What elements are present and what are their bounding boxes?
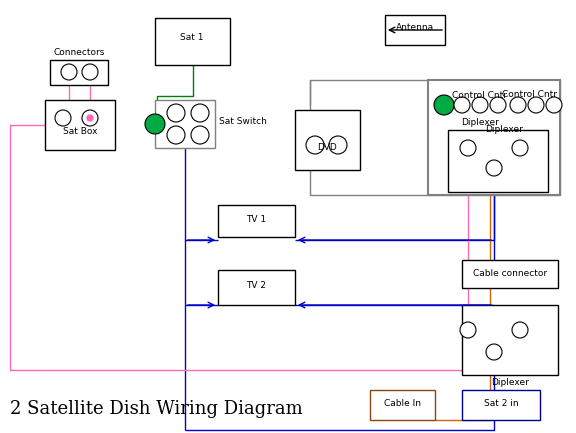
Bar [155, 100, 215, 148]
Bar [385, 15, 445, 45]
Text: Cable connector: Cable connector [473, 268, 547, 278]
Circle shape [510, 97, 526, 113]
Circle shape [460, 322, 476, 338]
Circle shape [528, 97, 544, 113]
Bar [462, 260, 558, 288]
Circle shape [82, 110, 98, 126]
Bar [50, 60, 108, 85]
Circle shape [167, 126, 185, 144]
Text: Connectors: Connectors [54, 48, 105, 57]
Text: Diplexer: Diplexer [485, 125, 523, 134]
Circle shape [55, 110, 71, 126]
Text: TV 1: TV 1 [246, 216, 266, 224]
Circle shape [145, 114, 165, 134]
Circle shape [512, 322, 528, 338]
Circle shape [61, 64, 77, 80]
Circle shape [454, 97, 470, 113]
Circle shape [486, 344, 502, 360]
Bar [218, 270, 295, 305]
Text: Sat 1: Sat 1 [180, 33, 204, 42]
Text: Diplexer: Diplexer [461, 118, 499, 127]
Text: Antenna: Antenna [396, 23, 434, 32]
Text: Cable In: Cable In [384, 400, 420, 408]
Circle shape [490, 97, 506, 113]
Circle shape [82, 64, 98, 80]
Text: Control Cntr: Control Cntr [453, 90, 507, 100]
Bar [295, 110, 360, 170]
Circle shape [306, 136, 324, 154]
Circle shape [546, 97, 562, 113]
Bar [462, 305, 558, 375]
Circle shape [87, 115, 93, 121]
Circle shape [191, 104, 209, 122]
Bar [370, 390, 435, 420]
Bar [155, 18, 230, 65]
Circle shape [486, 160, 502, 176]
Circle shape [512, 140, 528, 156]
Circle shape [191, 126, 209, 144]
Text: Diplexer: Diplexer [491, 378, 529, 387]
Text: Control Cntr: Control Cntr [502, 90, 557, 99]
Text: Sat Switch: Sat Switch [219, 117, 267, 126]
Text: Sat Box: Sat Box [63, 127, 97, 136]
Circle shape [472, 97, 488, 113]
Circle shape [167, 104, 185, 122]
Text: TV 2: TV 2 [246, 281, 266, 291]
Text: Sat 2 in: Sat 2 in [484, 400, 518, 408]
Bar [462, 390, 540, 420]
Bar [45, 100, 115, 150]
Bar [428, 80, 560, 195]
Circle shape [329, 136, 347, 154]
Circle shape [434, 95, 454, 115]
Bar [448, 130, 548, 192]
Text: 2 Satellite Dish Wiring Diagram: 2 Satellite Dish Wiring Diagram [10, 400, 303, 418]
Circle shape [460, 140, 476, 156]
Bar [218, 205, 295, 237]
Text: DVD: DVD [317, 143, 337, 152]
